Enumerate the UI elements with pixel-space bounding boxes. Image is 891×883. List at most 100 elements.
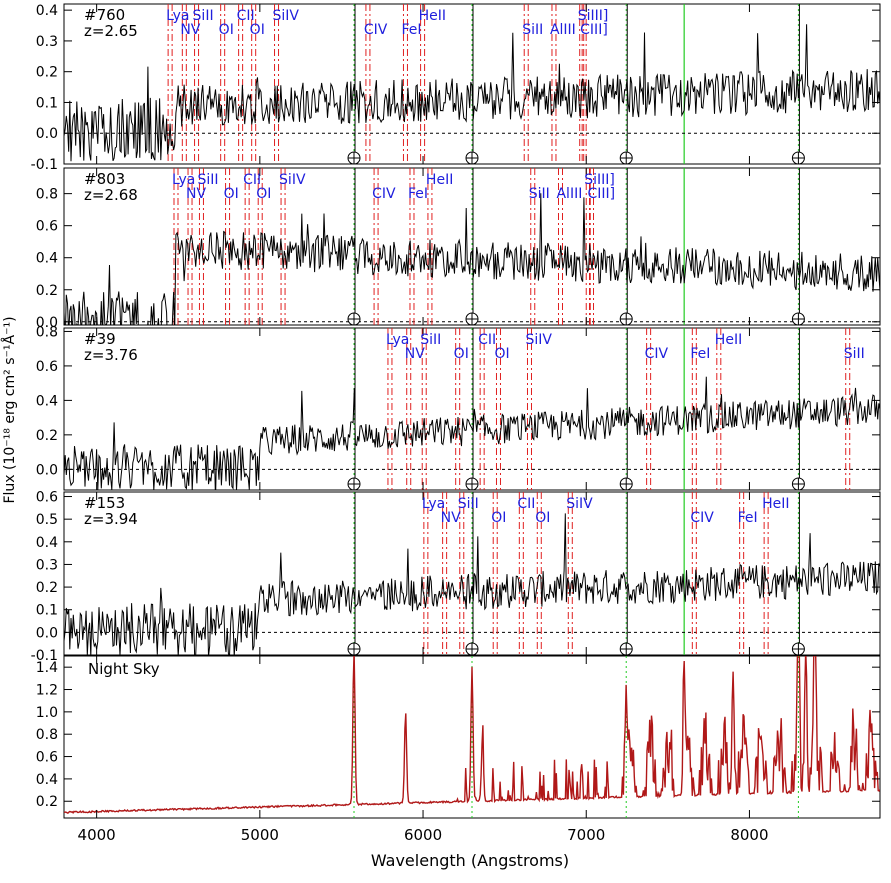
line-name-label: FeI (401, 22, 421, 38)
line-name-label: SiIV (525, 332, 552, 348)
y-tick-label: 0.4 (36, 535, 58, 551)
line-name-label: OI (535, 510, 550, 526)
panel-plot-area (64, 656, 880, 818)
object-id-label: #803 (84, 170, 125, 188)
line-name-label: Lya (386, 332, 409, 348)
line-name-label: OI (219, 22, 234, 38)
x-tick-label: 6000 (404, 826, 442, 844)
y-tick-label: 0.6 (36, 750, 58, 766)
line-name-label: SiII (193, 8, 214, 24)
y-axis-label: Flux (10⁻¹⁸ erg cm² s⁻¹Å⁻¹) (1, 316, 18, 503)
line-name-label: CII (243, 172, 261, 188)
y-tick-label: 0.0 (36, 126, 58, 142)
line-name-label: SiIV (273, 8, 300, 24)
y-tick-label: 0.1 (36, 603, 58, 619)
x-tick-label: 4000 (78, 826, 116, 844)
line-name-label: NV (441, 510, 461, 526)
line-name-label: SiII (522, 22, 543, 38)
line-name-label: OI (224, 186, 239, 202)
night-sky-trace (64, 656, 880, 814)
line-name-label: CIV (690, 510, 714, 526)
redshift-label: z=3.76 (84, 346, 138, 364)
line-name-label: HeII (426, 172, 453, 188)
y-tick-label: 0.4 (36, 772, 58, 788)
y-tick-label: 0.0 (36, 625, 58, 641)
x-tick-label: 8000 (730, 826, 768, 844)
spectrum-trace (64, 513, 880, 655)
y-tick-label: 0.2 (36, 65, 58, 81)
line-name-label: CII (478, 332, 496, 348)
line-name-label: SiII (420, 332, 441, 348)
object-id-label: #39 (84, 330, 116, 348)
panel-5: 0.2 0.4 0.6 0.8 1.0 1.2 1.4 Night Sky (36, 655, 881, 819)
line-name-label: CII (517, 496, 535, 512)
spectrum-trace (64, 376, 880, 490)
y-tick-label: 0.2 (36, 428, 58, 444)
x-axis-label: Wavelength (Angstroms) (371, 851, 569, 870)
line-name-label: SiII (844, 346, 865, 362)
y-tick-label: -0.1 (31, 157, 58, 173)
spectrum-trace (64, 24, 880, 162)
line-name-label: NV (405, 346, 425, 362)
line-name-label: FeI (738, 510, 758, 526)
panel-plot-area (64, 4, 880, 164)
line-name-label: HeII (762, 496, 789, 512)
y-tick-label: 0.4 (36, 251, 58, 267)
line-name-label: NV (180, 22, 200, 38)
line-name-label: CIII] (580, 22, 608, 38)
y-tick-label: 0.5 (36, 512, 58, 528)
panel-4: -0.10.00.10.20.30.40.50.6 LyaNVSiIIOICIIO… (31, 490, 881, 664)
y-tick-label: 1.4 (36, 660, 58, 676)
line-name-label: SiIV (566, 496, 593, 512)
y-tick-label: 1.2 (36, 683, 58, 699)
line-name-label: Lya (166, 8, 189, 24)
y-tick-label: 0.0 (36, 315, 58, 331)
object-id-label: #153 (84, 494, 125, 512)
line-name-label: AlIII (550, 22, 576, 38)
line-name-label: OI (491, 510, 506, 526)
y-tick-label: 0.8 (36, 324, 58, 340)
y-tick-label: 1.0 (36, 705, 58, 721)
line-name-label: OI (454, 346, 469, 362)
line-name-label: OI (494, 346, 509, 362)
x-tick-label: 7000 (567, 826, 605, 844)
line-name-label: Lya (422, 496, 445, 512)
line-name-label: CIV (372, 186, 396, 202)
line-name-label: SiIII] (584, 172, 615, 188)
x-tick-label: 5000 (241, 826, 279, 844)
line-name-label: HeII (419, 8, 446, 24)
line-name-label: SiII (529, 186, 550, 202)
line-name-label: HeII (715, 332, 742, 348)
object-id-label: #760 (84, 6, 125, 24)
line-name-label: SiIV (279, 172, 306, 188)
y-tick-label: 0.1 (36, 95, 58, 111)
line-name-label: CIV (645, 346, 669, 362)
y-tick-label: -0.1 (31, 648, 58, 664)
line-name-label: FeI (408, 186, 428, 202)
y-tick-label: 0.8 (36, 727, 58, 743)
line-name-label: OI (250, 22, 265, 38)
y-tick-label: 0.4 (36, 3, 58, 19)
line-name-label: CII (237, 8, 255, 24)
y-tick-label: 0.0 (36, 462, 58, 478)
redshift-label: z=3.94 (84, 510, 138, 528)
y-tick-label: 0.8 (36, 187, 58, 203)
panels: -0.10.00.10.20.30.4 LyaNVSiIIOICIIOISiIVC… (31, 3, 881, 844)
panel-1: -0.10.00.10.20.30.4 LyaNVSiIIOICIIOISiIVC… (31, 3, 881, 173)
line-name-label: OI (256, 186, 271, 202)
line-name-label: SiII (197, 172, 218, 188)
panel-plot-area (64, 492, 880, 655)
line-name-label: AlIII (556, 186, 582, 202)
line-name-label: CIV (364, 22, 388, 38)
line-name-label: SiII (458, 496, 479, 512)
redshift-label: z=2.65 (84, 22, 138, 40)
y-tick-label: 0.2 (36, 580, 58, 596)
spectrum-trace (64, 193, 880, 325)
line-name-label: SiIII] (578, 8, 609, 24)
y-tick-label: 0.6 (36, 490, 58, 506)
y-tick-label: 0.6 (36, 219, 58, 235)
